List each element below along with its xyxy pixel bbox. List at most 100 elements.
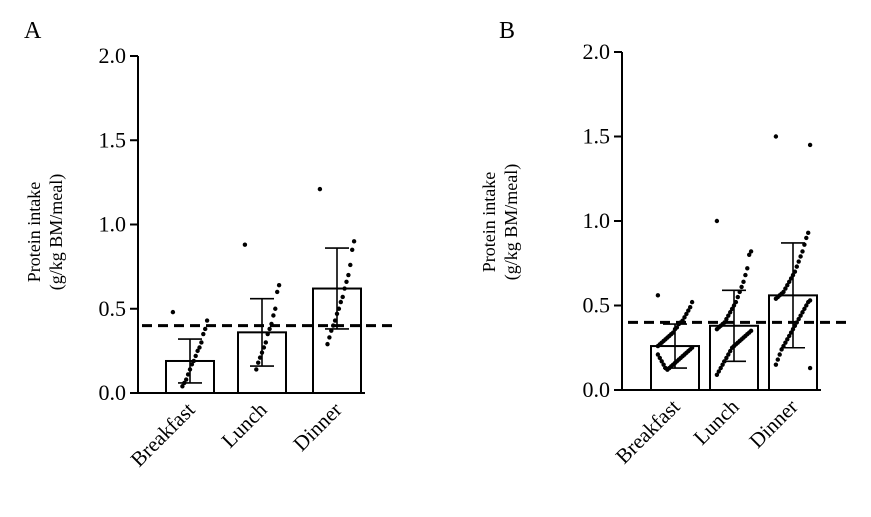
panel-a-category-label: Breakfast [126,397,200,471]
panel-a-data-point [204,318,210,323]
panel-b-data-point [716,369,721,374]
panel-a-data-point [342,286,347,291]
panel-b-data-point [802,242,807,247]
panel-b-data-point [728,310,733,315]
panel-b-data-point [657,355,662,361]
panel-b-data-point [773,296,779,301]
panel-b-data-point [748,249,754,254]
panel-a-data-point [332,318,338,323]
panel-b-data-point [781,343,786,349]
panel-b-data-point [783,340,788,345]
panel-b-data-point [777,352,782,357]
panel-a-data-point [340,294,345,300]
panel-b-y-tick-label: 2.0 [583,39,611,64]
panel-a-y-tick-label: 0.5 [99,296,127,321]
panel-b-data-point [807,365,813,371]
panel-a-data-point [338,299,343,305]
panel-b-data-point [663,365,668,371]
panel-b-data-point [714,372,720,377]
panel-a-y-tick-label: 1.5 [99,127,127,152]
panel-b-data-point [745,266,750,271]
panel-a-plot: 0.0 0.5 1.0 1.5 2.0 Breakfast Lunch Dinner [99,43,393,471]
panel-a-data-point [242,242,248,247]
panel-b-data-point [790,326,796,332]
panel-b-data-point [733,299,739,305]
panel-a-data-point [256,360,261,365]
panel-a-data-point [351,239,357,244]
panel-b-data-point [783,286,788,291]
panel-a-data-point [263,340,268,345]
panel-b-data-point [728,348,733,354]
panel-a-data-point [348,262,353,268]
panel-b-data-point [737,289,742,295]
panel-a-data-point [185,372,191,377]
panel-a-data-point [273,306,278,311]
panel-b-data-point [726,352,731,357]
panel-b-data-point [800,310,805,315]
panel-a-data-point [350,247,355,252]
panel-a-ylabel-line1: Protein intake [24,182,44,282]
panel-b-label: B [499,18,515,44]
panel-b-data-point [724,316,729,322]
panel-b-data-point [787,279,792,285]
panel-b-category-label: Lunch [689,394,744,449]
panel-a-data-point [180,384,185,389]
panel-b-data-point [792,269,798,274]
panel-a-y-tick-label: 0.0 [99,380,127,405]
panel-a-data-point [182,380,187,386]
panel-b-data-point [788,276,794,281]
panel-a-data-point [187,367,193,372]
panel-a-ylabel-line2: (g/kg BM/meal) [46,174,67,290]
panel-b-data-point [684,311,689,317]
panel-b-data-point [798,254,803,259]
panel-a-data-point [170,309,176,315]
panel-b-data-point [739,284,744,290]
panel-b-data-point [804,235,809,241]
panel-a-data-point [317,186,323,192]
panel-a-data-point [265,331,270,337]
panel-a-data-point [275,289,280,295]
panel-b-data-point [714,218,720,224]
panel-a: A Protein intake (g/kg BM/meal) 0.0 0.5 1.… [24,18,393,471]
panel-b-plot: 0.0 0.5 1.0 1.5 2.0 Breakfast Lunch Dinner [583,39,846,468]
panel-b-data-point [741,279,746,285]
panel-b-data-point [686,308,691,313]
panel-a-data-point [199,340,204,345]
panel-b-ylabel-line1: Protein intake [479,172,499,272]
panel-a-data-point [329,328,334,333]
panel-b-data-point [773,362,779,367]
panel-a-data-point [184,377,189,382]
panel-b-data-point [785,337,790,342]
panel-b-y-tick-label: 0.5 [583,293,611,318]
panel-b-data-point [655,293,661,298]
panel-a-data-point [267,326,272,332]
panel-a-data-point [254,367,259,372]
panel-b-data-point [659,359,664,364]
panel-b-data-point [794,264,799,269]
panel-a-data-point [271,313,276,318]
panel-b-data-point [722,359,727,364]
panel-a-data-point [261,345,267,350]
panel-b-data-point [773,134,779,139]
panel-b-data-point [718,365,723,371]
panel-b-data-point [806,230,811,236]
panel-a-data-point [257,355,263,360]
panel-a-data-point [327,335,332,340]
panel-b-data-point [743,272,748,278]
panel-b-data-point [790,272,796,278]
panel-b-data-point [802,306,807,312]
panel-b-data-point [779,347,784,352]
panel-a-y-tick-label: 1.0 [99,212,127,237]
panel-b-data-point [682,315,687,320]
panel-b-data-point [787,333,792,339]
panel-b-data-point [798,313,803,318]
panel-b-data-point [796,316,801,322]
panel-b-data-point [689,299,695,305]
panel-b-category-label: Breakfast [611,394,685,468]
panel-a-data-point [334,311,340,317]
panel-b-data-point [807,142,813,148]
panel-b-data-point [806,299,811,305]
panel-a-data-point [189,362,195,367]
panel-b-data-point [661,362,666,367]
